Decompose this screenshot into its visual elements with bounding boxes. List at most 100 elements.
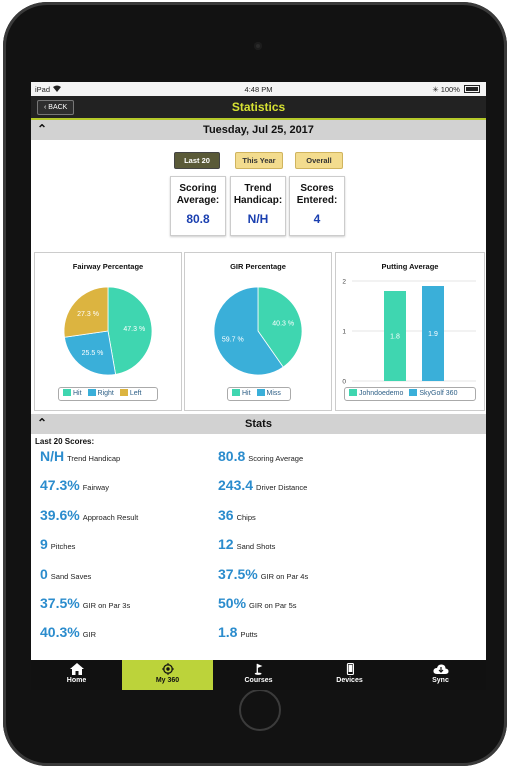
screen: iPad 4:48 PM ✳ 100% ‹ BACK Statistics ⌃ … — [31, 82, 486, 690]
pie-label-hit: 47.3 % — [123, 326, 145, 333]
stat-item: N/H Trend Handicap — [40, 448, 120, 464]
filter-group: Last 20 This Year Overall — [31, 140, 486, 176]
stat-value: 47.3% — [40, 477, 80, 494]
charts-row: Fairway Percentage 47.3 % 25.5 % 27.3 % Hi… — [33, 252, 485, 411]
phone-icon — [346, 663, 354, 675]
putting-legend: Johndoedemo SkyGolf 360 — [344, 387, 476, 401]
legend-swatch-miss — [256, 389, 265, 396]
stat-label: Sand Saves — [50, 571, 92, 581]
pie-slice-left — [63, 286, 109, 338]
stat-item: 50% GIR on Par 5s — [218, 595, 297, 611]
pie-label-miss: 59.7 % — [222, 336, 244, 343]
tab-bar: Home My 360 Courses Devices Sync — [31, 660, 486, 690]
stat-value: 50% — [218, 595, 247, 611]
fairway-legend: Hit Right Left — [58, 387, 158, 401]
stat-value: 39.6% — [40, 506, 80, 523]
fairway-chart-title: Fairway Percentage — [72, 262, 144, 271]
legend-swatch-johndoedemo — [349, 389, 357, 396]
status-bar: iPad 4:48 PM ✳ 100% — [31, 82, 486, 96]
collapse-chevron-icon[interactable]: ⌃ — [37, 122, 48, 136]
pie-slice-hit — [107, 286, 153, 375]
putting-chart-title: Putting Average — [381, 262, 439, 271]
tab-courses[interactable]: Courses — [213, 660, 304, 690]
filter-this-year-button[interactable]: This Year — [235, 152, 283, 169]
nav-bar: ‹ BACK Statistics — [31, 96, 486, 120]
device-name: iPad — [35, 85, 51, 94]
stat-item: 9 Pitches — [40, 536, 75, 552]
stat-label: Chips — [236, 512, 256, 522]
stats-section: ⌃ Stats Last 20 Scores: N/H Trend Handica… — [31, 414, 486, 666]
stat-item: 47.3% Fairway — [40, 477, 109, 493]
stat-item: 36 Chips — [218, 507, 256, 523]
pie-slice-hit — [257, 286, 303, 368]
clock: 4:48 PM — [244, 85, 273, 94]
legend-swatch-right — [87, 389, 96, 396]
stat-item: 39.6% Approach Result — [40, 507, 138, 523]
bar-label-johndoedemo: 1.8 — [390, 334, 400, 341]
stat-value: N/H — [40, 448, 65, 464]
legend-swatch-left — [119, 389, 128, 396]
pie-slice-miss — [213, 286, 284, 376]
camera — [254, 42, 262, 50]
stat-label: Sand Shots — [236, 542, 276, 552]
home-hardware-button[interactable] — [239, 689, 281, 731]
summary-card-trend-handicap: Trend Handicap: N/H — [230, 176, 286, 236]
legend-swatch-skygolf — [409, 389, 418, 396]
ipad-frame: iPad 4:48 PM ✳ 100% ‹ BACK Statistics ⌃ … — [3, 2, 507, 766]
stat-value: 36 — [218, 506, 234, 523]
collapse-chevron-icon[interactable]: ⌃ — [37, 416, 48, 430]
stat-value: 37.5% — [40, 595, 80, 611]
stat-value: 1.8 — [218, 624, 238, 641]
stat-item: 243.4 Driver Distance — [218, 477, 307, 493]
tab-home[interactable]: Home — [31, 660, 122, 690]
stat-value: 80.8 — [218, 448, 246, 464]
putting-chart-card: Putting Average 0 1 2 1.8 1.9 Johndoedemo Sk… — [335, 252, 485, 411]
stat-label: Pitches — [50, 542, 76, 552]
filter-last-20-button[interactable]: Last 20 — [174, 152, 220, 169]
y-tick-label: 2 — [342, 279, 346, 286]
y-tick-label: 1 — [342, 329, 346, 336]
home-icon — [69, 663, 84, 675]
target-icon — [161, 663, 174, 675]
stat-label: GIR on Par 5s — [249, 601, 297, 610]
fairway-pie-chart: 47.3 % 25.5 % 27.3 % — [63, 286, 153, 376]
tab-sync[interactable]: Sync — [395, 660, 486, 690]
filter-overall-button[interactable]: Overall — [295, 152, 343, 169]
gir-chart-card: GIR Percentage 40.3 % 59.7 % Hit Miss — [184, 252, 332, 411]
stat-value: 40.3% — [40, 624, 80, 641]
stat-item: 37.5% GIR on Par 3s — [40, 595, 130, 611]
tab-my-360[interactable]: My 360 — [122, 660, 213, 690]
stat-item: 1.8 Putts — [218, 624, 258, 640]
stat-item: 12 Sand Shots — [218, 536, 275, 552]
stat-value: 12 — [218, 536, 234, 553]
date-header[interactable]: ⌃ Tuesday, Jul 25, 2017 — [31, 120, 486, 140]
pie-slice-right — [63, 330, 117, 376]
battery-status: ✳ 100% — [432, 85, 480, 94]
stat-label: Driver Distance — [256, 483, 308, 493]
gir-legend: Hit Miss — [227, 387, 291, 401]
pie-label-hit: 40.3 % — [272, 321, 294, 328]
pie-label-left: 27.3 % — [77, 311, 99, 318]
back-button[interactable]: ‹ BACK — [37, 100, 75, 115]
bar-label-skygolf-360: 1.9 — [428, 331, 438, 338]
stat-label: Scoring Average — [248, 454, 304, 463]
battery-icon — [464, 85, 480, 93]
stats-header[interactable]: ⌃ Stats — [31, 414, 486, 434]
summary-card-scoring-average: Scoring Average: 80.8 — [170, 176, 226, 236]
stat-item: 80.8 Scoring Average — [218, 448, 303, 464]
stat-label: Putts — [240, 630, 258, 640]
flag-icon — [254, 663, 262, 675]
legend-swatch-hit — [232, 389, 240, 396]
stat-label: Fairway — [82, 483, 109, 493]
wifi-icon — [53, 85, 61, 94]
tab-devices[interactable]: Devices — [304, 660, 395, 690]
summary-card-scores-entered: Scores Entered: 4 — [289, 176, 345, 236]
putting-bar-chart: 0 1 2 1.8 1.9 — [342, 279, 476, 385]
fairway-chart-card: Fairway Percentage 47.3 % 25.5 % 27.3 % Hi… — [34, 252, 182, 411]
bar-johndoedemo — [384, 291, 406, 381]
gir-pie-chart: 40.3 % 59.7 % — [213, 286, 303, 376]
pie-label-right: 25.5 % — [82, 350, 104, 357]
page-title: Statistics — [231, 100, 286, 114]
gir-chart-title: GIR Percentage — [230, 262, 286, 271]
stat-value: 243.4 — [218, 477, 254, 494]
